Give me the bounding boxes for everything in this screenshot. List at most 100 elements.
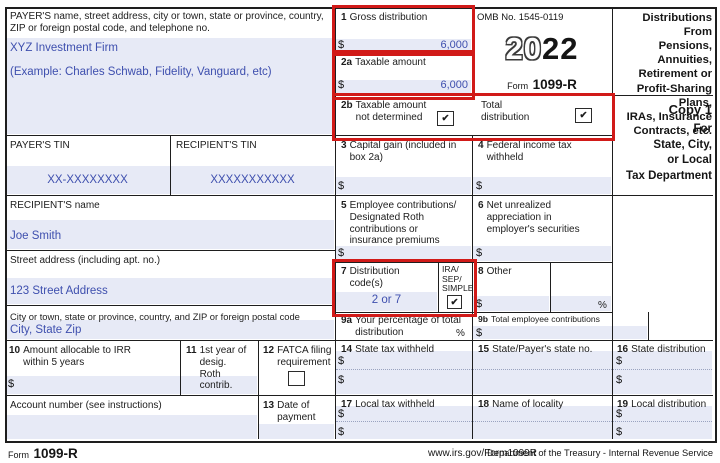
box3-amount-field[interactable]	[336, 177, 471, 194]
recipient-name-label: RECIPIENT'S name	[10, 200, 100, 211]
box8-percent: %	[598, 300, 607, 311]
box17-amount-2[interactable]: $	[338, 426, 345, 438]
street-address-value[interactable]: 123 Street Address	[10, 285, 108, 297]
copy-label: Copy 1	[668, 102, 712, 117]
box1-amount[interactable]: $ 6,000	[338, 39, 468, 51]
box14-number: 14	[341, 344, 353, 355]
box8-label: 8 Other	[478, 266, 512, 277]
form-title: Distributions From Pensions, Annuities, …	[626, 12, 712, 137]
box13-date-field[interactable]	[259, 424, 334, 439]
box10-label: 10 Amount allocable to IRR within 5 year…	[9, 345, 131, 368]
box4-currency: $	[476, 180, 483, 192]
box4-amount[interactable]: $	[476, 180, 606, 192]
box17-number: 17	[341, 399, 353, 410]
grid-line	[5, 305, 335, 307]
tax-year: 2022	[477, 33, 607, 64]
box8-amount-field[interactable]	[473, 296, 549, 311]
box5-amount-field[interactable]	[336, 246, 471, 261]
box5-currency: $	[338, 247, 345, 259]
fatca-checkbox[interactable]	[288, 371, 305, 386]
box8-amount[interactable]: $	[476, 298, 516, 310]
box12-number: 12	[263, 345, 275, 356]
box17-19-amount-fields[interactable]	[336, 406, 712, 439]
box9b-currency: $	[476, 327, 483, 339]
grid-line	[5, 395, 713, 397]
box8-percent-field[interactable]	[551, 296, 611, 311]
taxable-not-determined-checkbox[interactable]: ✔	[437, 111, 454, 126]
box9b-amount-field[interactable]	[473, 326, 647, 339]
box16-amount-2[interactable]: $	[616, 374, 623, 386]
box6-amount-field[interactable]	[473, 246, 611, 261]
check-icon: ✔	[579, 110, 588, 121]
footer-url[interactable]: www.irs.gov/Form1099R	[428, 448, 537, 459]
box14-amount-1[interactable]: $	[338, 355, 345, 367]
omb-number: OMB No. 1545-0119	[477, 12, 564, 23]
box8-number: 8	[478, 266, 484, 277]
box16-amount-1[interactable]: $	[616, 355, 623, 367]
ira-sep-simple-label: IRA/ SEP/ SIMPLE	[442, 264, 474, 294]
box19-number: 19	[617, 399, 629, 410]
street-address-label: Street address (including apt. no.)	[10, 255, 161, 266]
copy-for-label: For State, City, or Local Tax Department	[625, 123, 712, 182]
recipient-name-value[interactable]: Joe Smith	[10, 230, 62, 242]
grid-line	[550, 262, 552, 312]
box17-label: 17 Local tax withheld	[341, 399, 435, 410]
box3-number: 3	[341, 140, 347, 151]
box7-codes-value[interactable]: 2 or 7	[371, 294, 402, 306]
box4-label: 4 Federal income tax withheld	[478, 140, 572, 163]
box17-amount-1[interactable]: $	[338, 408, 345, 420]
grid-line	[335, 7, 337, 439]
grid-line	[170, 135, 172, 195]
box6-amount[interactable]: $	[476, 247, 606, 259]
box19-label: 19 Local distribution	[617, 399, 707, 410]
box18-number: 18	[478, 399, 490, 410]
payer-name-field[interactable]	[6, 38, 334, 134]
city-field[interactable]	[6, 320, 334, 339]
box8-currency: $	[476, 298, 483, 310]
box1-amount-field[interactable]	[336, 39, 471, 53]
payer-block-label: PAYER'S name, street address, city or to…	[10, 11, 324, 34]
city-value[interactable]: City, State Zip	[10, 324, 82, 336]
grid-line	[472, 135, 474, 439]
box12-label: 12 FATCA filing requirement	[263, 345, 332, 368]
recipient-name-field[interactable]	[6, 220, 334, 249]
box3-amount[interactable]: $	[338, 180, 468, 192]
street-field[interactable]	[6, 278, 334, 304]
box6-currency: $	[476, 247, 483, 259]
check-icon: ✔	[450, 296, 459, 308]
box14-16-amount-fields[interactable]	[336, 351, 712, 394]
box5-amount[interactable]: $	[338, 247, 468, 259]
box7-codes-field[interactable]	[336, 292, 437, 311]
box10-number: 10	[9, 345, 21, 356]
payer-example-value[interactable]: (Example: Charles Schwab, Fidelity, Vang…	[10, 66, 272, 78]
recipient-tin-value[interactable]: XXXXXXXXXXX	[210, 174, 295, 186]
box10-11-amount-field[interactable]	[6, 376, 257, 394]
box2b-label: 2b Taxable amount not determined	[341, 100, 427, 123]
box2a-currency: $	[338, 79, 345, 91]
box2a-amount-field[interactable]	[336, 80, 471, 94]
box15-number: 15	[478, 344, 490, 355]
box14-amount-2[interactable]: $	[338, 374, 345, 386]
grid-line	[5, 340, 713, 342]
ira-sep-simple-checkbox[interactable]: ✔	[447, 295, 462, 309]
box2a-amount[interactable]: $ 6,000	[338, 79, 468, 91]
box7-label: 7 Distribution code(s)	[341, 266, 400, 289]
grid-line	[180, 340, 182, 395]
form-number-header: Form 1099-R	[507, 77, 577, 92]
box19-amount-2[interactable]: $	[616, 426, 623, 438]
payer-tin-value[interactable]: XX-XXXXXXXX	[47, 174, 128, 186]
grid-line	[5, 250, 335, 252]
box9a-percent: %	[456, 328, 465, 339]
box9b-amount[interactable]: $	[476, 327, 516, 339]
recipient-tin-label: RECIPIENT'S TIN	[176, 140, 257, 151]
total-distribution-checkbox[interactable]: ✔	[575, 108, 592, 123]
city-label: City or town, state or province, country…	[10, 311, 300, 322]
grid-line	[335, 262, 612, 264]
footer-form-number: Form 1099-R	[8, 446, 78, 461]
box14-label: 14 State tax withheld	[341, 344, 435, 355]
box19-amount-1[interactable]: $	[616, 408, 623, 420]
account-number-field[interactable]	[6, 415, 257, 439]
payer-name-value[interactable]: XYZ Investment Firm	[10, 42, 118, 54]
form-border	[5, 7, 717, 443]
box4-amount-field[interactable]	[473, 177, 611, 194]
